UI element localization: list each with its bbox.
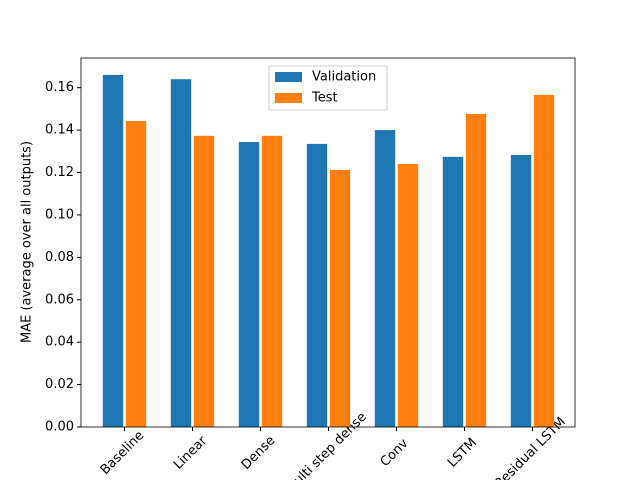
- bar: [125, 120, 147, 427]
- bar: [374, 130, 396, 427]
- y-tick-label: 0.12: [45, 165, 74, 180]
- bar: [465, 113, 487, 427]
- legend-label: Validation: [312, 70, 376, 85]
- bar: [238, 141, 260, 427]
- y-tick-label: 0.08: [45, 250, 74, 265]
- bar: [261, 135, 283, 427]
- y-tick-label: 0.10: [45, 207, 74, 222]
- legend-label: Test: [311, 91, 338, 106]
- bar: [102, 74, 124, 427]
- bar: [442, 156, 464, 427]
- x-tick-label: Conv: [378, 436, 412, 470]
- legend-swatch: [275, 72, 302, 82]
- x-tick-label: Linear: [171, 433, 211, 473]
- bar: [510, 154, 532, 427]
- y-tick-label: 0.16: [45, 80, 74, 95]
- legend-swatch: [275, 93, 302, 103]
- bar: [397, 164, 419, 427]
- bar: [533, 94, 555, 428]
- plot-frame: [80, 57, 576, 428]
- bar: [306, 143, 328, 427]
- x-tick-label: Dense: [239, 433, 279, 473]
- y-tick-label: 0.06: [45, 292, 74, 307]
- y-axis-label: MAE (average over all outputs): [20, 141, 35, 343]
- y-tick-label: 0.02: [45, 377, 74, 392]
- x-tick-label: LSTM: [445, 435, 480, 470]
- y-tick-label: 0.04: [45, 335, 74, 350]
- bar: [193, 135, 215, 427]
- y-tick-label: 0.14: [45, 123, 74, 138]
- x-tick-label: Baseline: [98, 428, 148, 478]
- bar: [329, 169, 351, 427]
- bar: [170, 79, 192, 427]
- y-tick-label: 0.00: [45, 420, 74, 435]
